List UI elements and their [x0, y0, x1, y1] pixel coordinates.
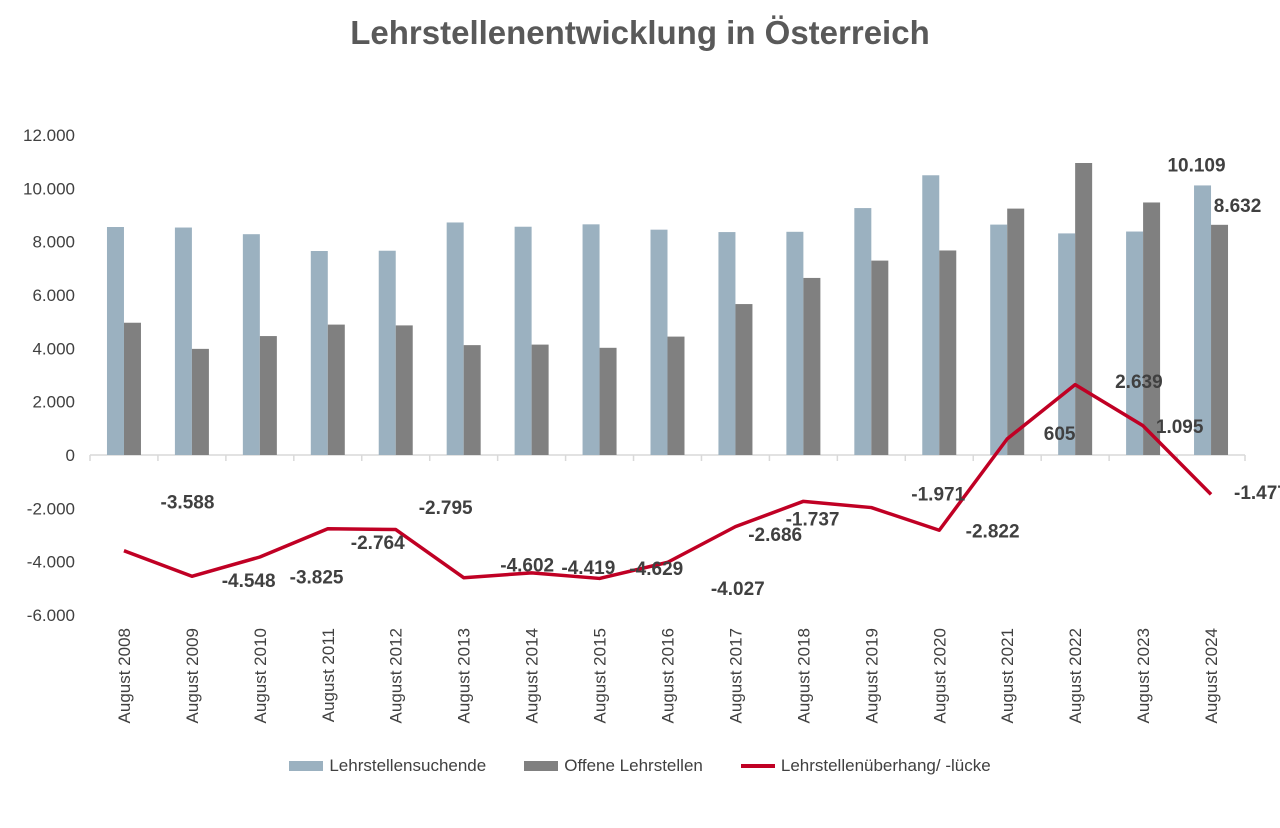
bar-offene-lehrstellen: [803, 277, 821, 455]
y-tick-label: -2.000: [27, 499, 75, 518]
bar-offene-lehrstellen: [1143, 202, 1161, 455]
bar-offene-lehrstellen: [667, 336, 685, 455]
data-label-ueberhang: -1.971: [911, 484, 965, 505]
y-tick-label: 10.000: [23, 179, 75, 198]
x-tick-label: August 2024: [1202, 628, 1221, 723]
bar-lehrstellensuchende: [310, 251, 328, 455]
x-tick-label: August 2021: [998, 628, 1017, 723]
y-tick-label: 12.000: [23, 126, 75, 145]
x-tick-label: August 2022: [1066, 628, 1085, 723]
bar-offene-lehrstellen: [191, 348, 209, 455]
x-tick-label: August 2023: [1134, 628, 1153, 723]
chart-title: Lehrstellenentwicklung in Österreich: [350, 14, 930, 51]
bar-lehrstellensuchende: [990, 224, 1008, 455]
bar-offene-lehrstellen: [1211, 224, 1229, 455]
bar-lehrstellensuchende: [446, 222, 464, 455]
bar-lehrstellensuchende: [1126, 231, 1144, 455]
bar-offene-lehrstellen: [871, 260, 889, 455]
legend-item-ueberhang: Lehrstellenüberhang/ -lücke: [740, 756, 991, 776]
data-label-ueberhang: 1.095: [1156, 417, 1204, 438]
x-tick-label: August 2011: [319, 628, 338, 722]
x-tick-label: August 2018: [794, 628, 813, 723]
legend-swatch-ueberhang: [740, 764, 775, 768]
data-label-ueberhang: -3.588: [161, 493, 215, 514]
data-label-ueberhang: -2.764: [351, 533, 405, 554]
bar-lehrstellensuchende: [1194, 185, 1212, 455]
data-label-ueberhang: -1.737: [786, 509, 840, 530]
legend-item-lehrstellensuchende: Lehrstellensuchende: [289, 756, 486, 776]
bar-offene-lehrstellen: [531, 344, 549, 455]
bar-lehrstellensuchende: [378, 250, 396, 455]
data-label-ueberhang: -2.795: [419, 498, 473, 519]
y-tick-label: 4.000: [32, 339, 75, 358]
data-label-ueberhang: -4.629: [629, 559, 683, 580]
bar-offene-lehrstellen: [939, 250, 957, 455]
bar-offene-lehrstellen: [463, 345, 481, 455]
x-tick-label: August 2012: [387, 628, 406, 723]
x-tick-label: August 2013: [455, 628, 474, 723]
y-tick-label: 0: [66, 446, 75, 465]
legend-swatch-lehrstellensuchende: [289, 761, 324, 771]
data-label-lehrstellensuchende: 10.109: [1167, 155, 1225, 176]
bar-offene-lehrstellen: [123, 322, 141, 455]
bar-lehrstellensuchende: [718, 232, 736, 455]
y-tick-label: 2.000: [32, 393, 75, 412]
legend-label-offene-lehrstellen: Offene Lehrstellen: [564, 756, 703, 775]
bar-lehrstellensuchende: [106, 227, 124, 455]
x-tick-label: August 2019: [862, 628, 881, 723]
bar-offene-lehrstellen: [395, 325, 413, 455]
data-label-ueberhang: -3.825: [290, 567, 344, 588]
data-label-ueberhang: -4.548: [222, 571, 276, 592]
bar-lehrstellensuchende: [174, 227, 192, 455]
data-label-ueberhang: -4.419: [561, 558, 615, 579]
bar-offene-lehrstellen: [599, 347, 617, 455]
data-label-ueberhang: 2.639: [1115, 372, 1163, 393]
data-label-ueberhang: -4.027: [711, 579, 765, 600]
legend-label-ueberhang: Lehrstellenüberhang/ -lücke: [780, 756, 991, 775]
bar-offene-lehrstellen: [1075, 163, 1093, 455]
y-tick-label: -6.000: [27, 606, 75, 625]
line-ueberhang: [123, 382, 1213, 581]
bar-offene-lehrstellen: [735, 304, 753, 455]
x-tick-label: August 2015: [591, 628, 610, 723]
x-tick-label: August 2014: [523, 628, 542, 723]
x-tick-label: August 2020: [930, 628, 949, 723]
bar-lehrstellensuchende: [786, 231, 804, 455]
bar-offene-lehrstellen: [327, 324, 345, 455]
y-tick-label: 8.000: [32, 233, 75, 252]
bar-offene-lehrstellen: [1007, 208, 1025, 455]
bar-lehrstellensuchende: [514, 226, 532, 455]
chart-canvas: 12.000 10.000 8.000 6.000 4.000 2.000 0 -2.000 -…: [23, 126, 1280, 723]
bar-lehrstellensuchende: [582, 224, 600, 455]
legend-item-offene-lehrstellen: Offene Lehrstellen: [524, 756, 703, 776]
bar-offene-lehrstellen: [259, 336, 277, 455]
x-tick-label: August 2017: [726, 628, 745, 723]
bar-lehrstellensuchende: [242, 234, 260, 455]
data-label-ueberhang: -1.477: [1234, 483, 1280, 504]
legend-swatch-offene-lehrstellen: [524, 761, 559, 771]
bar-lehrstellensuchende: [650, 229, 668, 455]
x-tick-label: August 2010: [251, 628, 270, 723]
legend: Lehrstellensuchende Offene Lehrstellen L…: [0, 756, 1280, 776]
x-tick-label: August 2008: [115, 628, 134, 723]
bar-lehrstellensuchende: [922, 175, 940, 455]
data-label-ueberhang: -2.822: [966, 521, 1020, 542]
y-tick-label: -4.000: [27, 553, 75, 572]
bar-lehrstellensuchende: [854, 208, 872, 455]
data-label-ueberhang: 605: [1044, 424, 1076, 445]
y-tick-label: 6.000: [32, 286, 75, 305]
x-tick-label: August 2009: [183, 628, 202, 723]
data-label-offene-lehrstellen: 8.632: [1214, 196, 1262, 217]
data-label-ueberhang: -4.602: [500, 556, 554, 577]
data-label-ueberhang: -2.686: [748, 525, 802, 546]
legend-label-lehrstellensuchende: Lehrstellensuchende: [329, 756, 487, 775]
bar-lehrstellensuchende: [1058, 233, 1076, 455]
x-tick-label: August 2016: [659, 628, 678, 723]
